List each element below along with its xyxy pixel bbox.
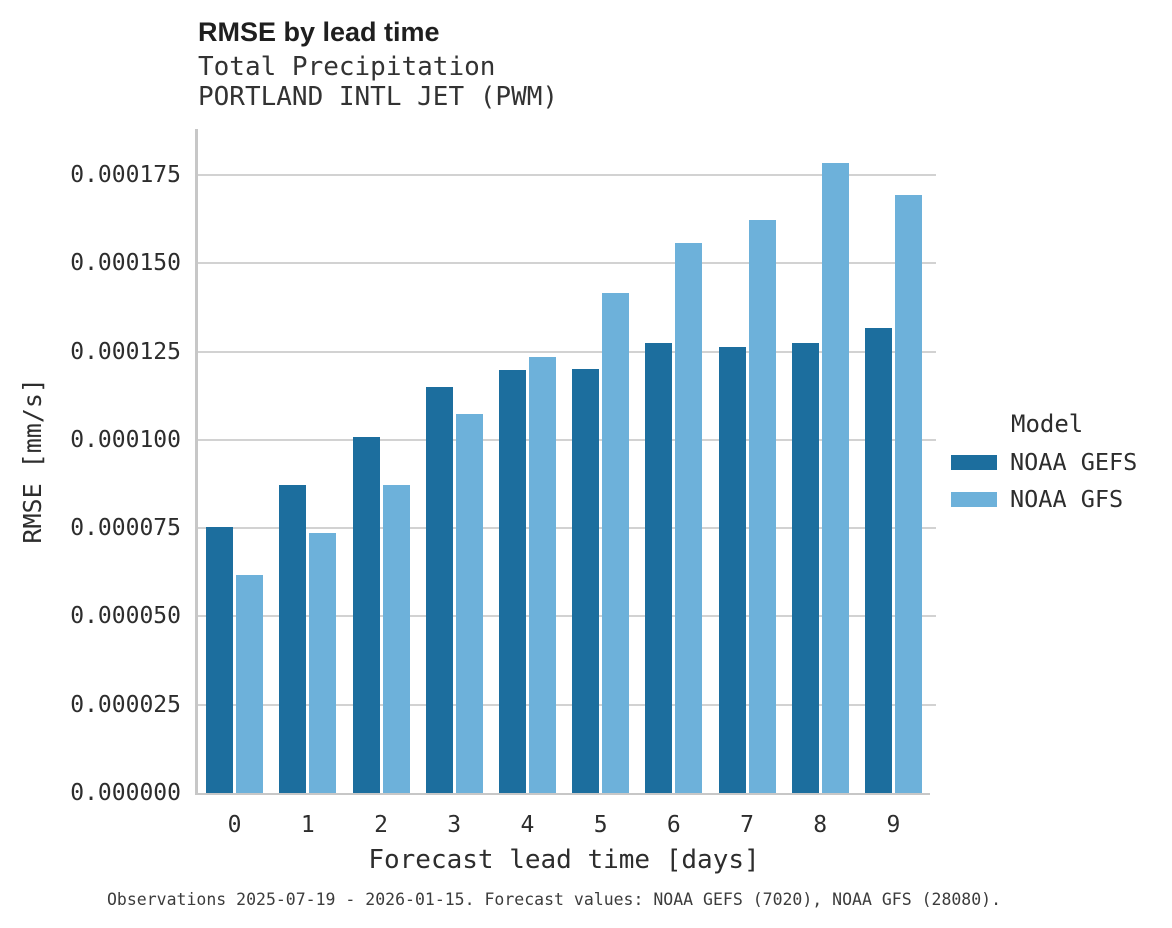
y-tick-label: 0.000050 [70, 603, 181, 630]
x-tick-label: 5 [593, 812, 608, 838]
x-tick-label: 2 [374, 812, 388, 838]
y-tick-label: 0.000175 [70, 161, 181, 188]
legend-item-noaa-gefs: NOAA GEFS [951, 448, 1166, 476]
bar-noaa-gefs-day-7 [718, 346, 746, 793]
bar-noaa-gefs-day-1 [279, 485, 307, 793]
legend-title: Model [1011, 410, 1084, 438]
bar-group-day-9 [857, 129, 930, 793]
bar-group-day-8 [784, 129, 857, 793]
bar-noaa-gfs-day-0 [236, 574, 264, 793]
bar-noaa-gefs-day-4 [498, 370, 526, 793]
bar-noaa-gefs-day-9 [864, 328, 892, 793]
subtitle-station: PORTLAND INTL JET (PWM) [198, 82, 559, 112]
x-tick-label: 4 [520, 812, 535, 838]
chart-subtitle: Total Precipitation PORTLAND INTL JET (P… [198, 52, 558, 112]
bar-group-day-3 [418, 129, 491, 793]
y-tick-labels: 0.000000 0.000025 0.000050 0.000075 0.000100… [0, 129, 181, 806]
subtitle-variable: Total Precipitation [198, 52, 496, 82]
bar-group-day-7 [710, 129, 783, 793]
legend-item-noaa-gfs: NOAA GFS [951, 485, 1166, 513]
legend-swatch-noaa-gfs [951, 491, 997, 507]
y-tick-label: 0.000100 [70, 426, 181, 453]
bar-noaa-gfs-day-7 [748, 219, 776, 793]
bar-noaa-gfs-day-1 [309, 533, 337, 793]
x-tick-labels: 0 1 2 3 4 5 6 7 8 9 [198, 812, 930, 838]
bar-noaa-gefs-day-8 [791, 342, 819, 793]
y-tick-label: 0.000025 [70, 691, 181, 718]
bar-noaa-gefs-day-0 [206, 527, 234, 793]
legend: Model NOAA GEFS NOAA GFS [951, 410, 1166, 513]
x-tick-label: 8 [813, 812, 828, 838]
bar-group-day-1 [271, 129, 344, 793]
bar-noaa-gfs-day-3 [455, 414, 483, 793]
plot-area [195, 129, 936, 795]
legend-label-noaa-gfs: NOAA GFS [1010, 485, 1124, 513]
title-block: RMSE by lead time Total Precipitation PO… [198, 16, 558, 112]
y-axis-line [195, 129, 198, 795]
bar-group-day-4 [491, 129, 564, 793]
legend-label-noaa-gefs: NOAA GEFS [1010, 448, 1138, 476]
x-tick-label: 3 [447, 812, 462, 838]
gridline [198, 527, 936, 530]
bar-noaa-gefs-day-6 [645, 343, 673, 793]
bar-noaa-gfs-day-8 [821, 163, 849, 793]
y-tick-label: 0.000000 [70, 780, 181, 806]
x-axis-line [195, 792, 930, 795]
y-tick-label: 0.000150 [70, 250, 181, 277]
gridline [198, 438, 936, 441]
bars-container [198, 129, 930, 793]
bar-group-day-2 [344, 129, 417, 793]
gridline [198, 703, 936, 706]
x-tick-label: 0 [227, 812, 242, 838]
x-tick-label: 1 [300, 812, 315, 838]
chart-title: RMSE by lead time [198, 17, 440, 47]
bar-noaa-gefs-day-2 [352, 436, 380, 793]
gridline [198, 350, 936, 353]
gridline [198, 173, 936, 176]
bar-noaa-gfs-day-4 [528, 357, 556, 793]
bar-noaa-gfs-day-5 [602, 292, 630, 793]
y-tick-label: 0.000125 [70, 338, 181, 365]
y-tick-label: 0.000075 [70, 515, 181, 542]
bar-noaa-gefs-day-5 [572, 369, 600, 793]
legend-swatch-noaa-gefs [951, 454, 997, 470]
gridline [198, 262, 936, 265]
x-tick-label: 6 [666, 812, 681, 838]
gridline [198, 615, 936, 618]
x-axis-label: Forecast lead time [days] [368, 845, 760, 875]
bar-noaa-gfs-day-9 [894, 194, 922, 793]
x-tick-label: 7 [740, 812, 754, 838]
bar-noaa-gfs-day-2 [382, 485, 410, 793]
bar-group-day-0 [198, 129, 271, 793]
caption: Observations 2025-07-19 - 2026-01-15. Fo… [107, 890, 1002, 909]
x-tick-label: 9 [886, 812, 901, 838]
bar-noaa-gfs-day-6 [675, 243, 703, 793]
bar-group-day-6 [637, 129, 710, 793]
bar-group-day-5 [564, 129, 637, 793]
bar-noaa-gefs-day-3 [425, 387, 453, 793]
